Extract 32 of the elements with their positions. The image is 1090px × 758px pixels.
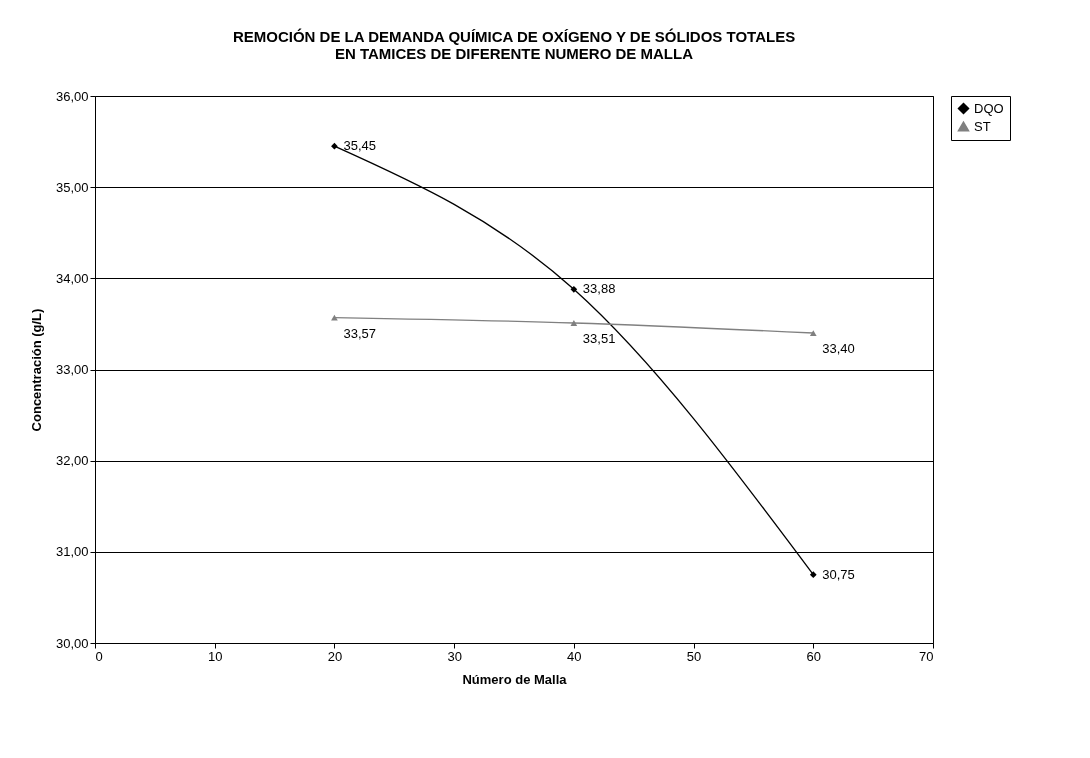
- x-tick-label: 20: [327, 648, 343, 664]
- x-axis-title: Número de Malla: [462, 671, 568, 687]
- data-label: 33,40: [822, 341, 855, 357]
- point: [331, 142, 338, 150]
- x-tick-label: 0: [95, 648, 103, 664]
- x-tick-label: 40: [567, 648, 582, 664]
- x-tick-label: 70: [919, 648, 934, 664]
- y-tick-label: 33,00: [55, 362, 89, 377]
- data-label: 33,88: [582, 281, 616, 297]
- data-label: 35,45: [343, 138, 376, 154]
- x-tick-label: 30: [447, 648, 462, 664]
- x-tick-label: 60: [806, 648, 822, 664]
- y-tick-label: 32,00: [55, 453, 89, 469]
- y-tick-label: 30,00: [55, 635, 89, 651]
- y-tick-label: 35,00: [55, 179, 89, 195]
- point: [809, 330, 817, 336]
- y-axis-title: Concentración (g/L): [28, 308, 44, 432]
- point: [809, 571, 817, 578]
- point: [570, 320, 578, 326]
- y-tick-label: 31,00: [55, 544, 89, 560]
- legend-label: DQO: [974, 100, 1004, 116]
- text: EN TAMICES DE DIFERENTE NUMERO DE MALLA: [334, 45, 694, 62]
- data-label: 30,75: [822, 566, 855, 582]
- legend-label: ST: [974, 118, 991, 134]
- y-tick-label: 34,00: [55, 270, 89, 286]
- x-tick-label: 10: [207, 648, 223, 664]
- x-tick-label: 50: [686, 648, 702, 664]
- y-tick-label: 36,00: [55, 88, 89, 104]
- text: REMOCIÓN DE LA DEMANDA QUÍMICA DE OXÍGENO Y DE SÓLIDOS TOTALES: [232, 28, 796, 45]
- data-label: 33,51: [582, 331, 616, 347]
- data-label: 33,57: [343, 325, 376, 341]
- point: [570, 285, 578, 293]
